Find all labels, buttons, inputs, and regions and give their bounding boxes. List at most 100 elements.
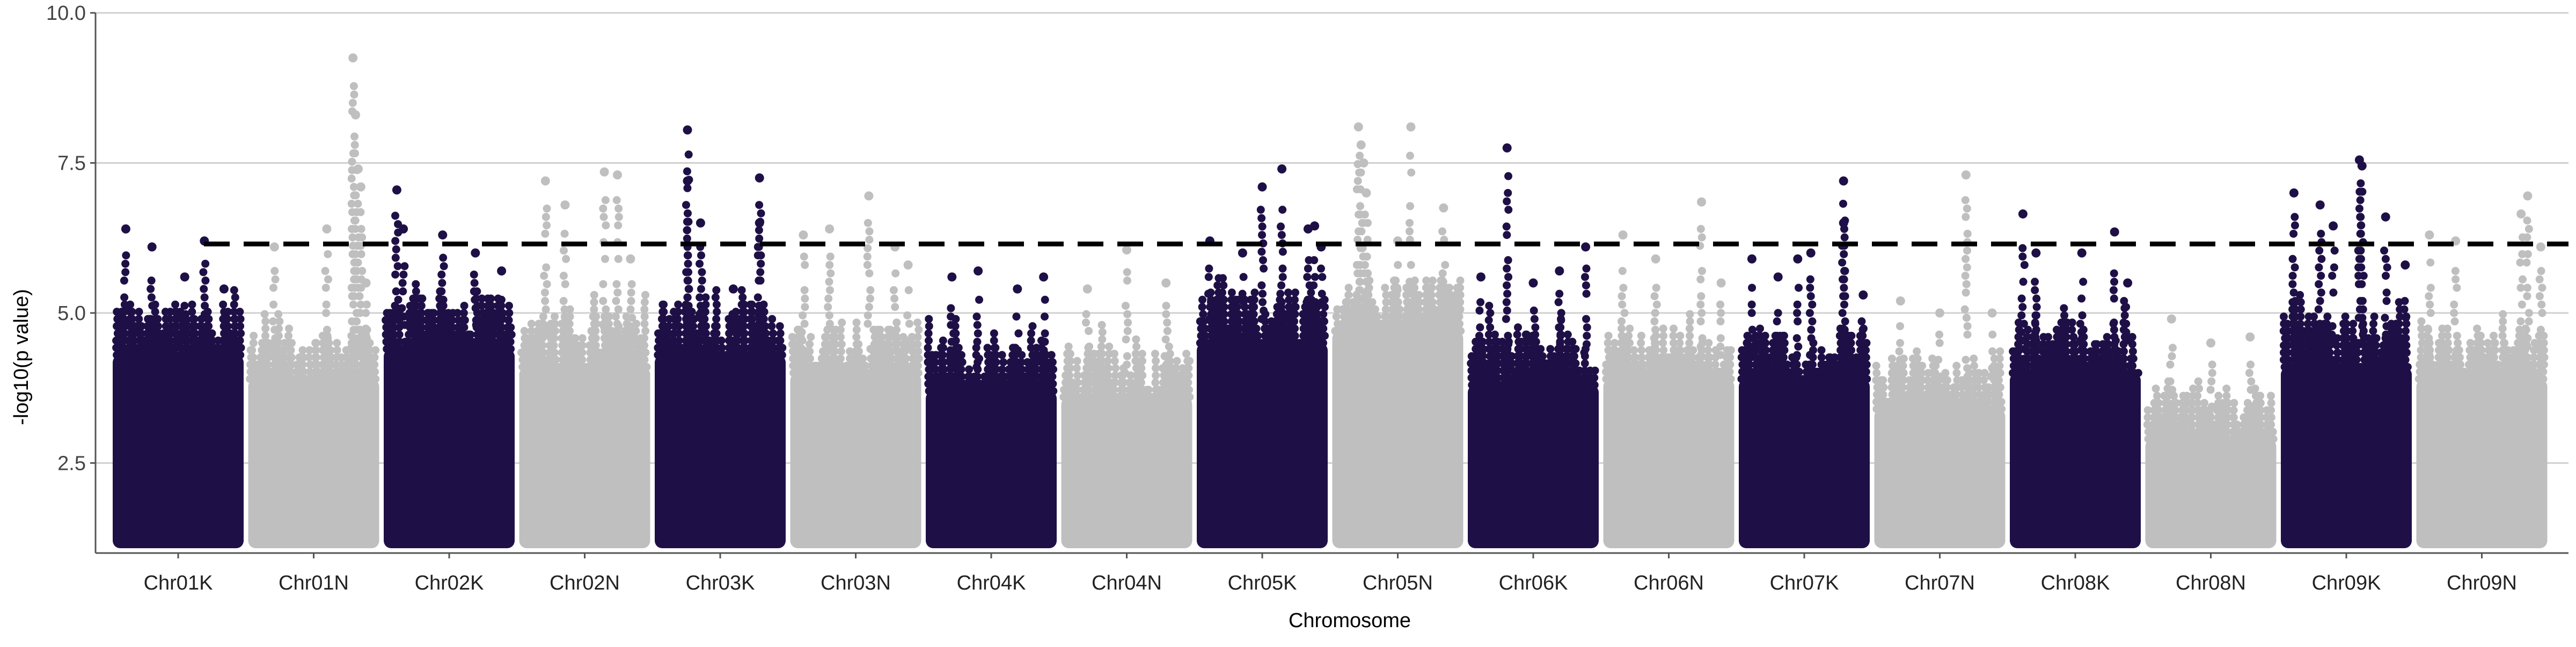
snp-point bbox=[853, 326, 861, 334]
snp-point bbox=[837, 354, 845, 362]
snp-point bbox=[2044, 333, 2052, 341]
chromosome-chr01n bbox=[246, 53, 379, 548]
snp-point bbox=[333, 346, 341, 354]
snp-point bbox=[1963, 364, 1971, 372]
snp-point bbox=[1152, 372, 1160, 380]
snp-point bbox=[1085, 327, 1093, 335]
snp-point bbox=[1618, 351, 1626, 359]
snp-point bbox=[854, 340, 862, 348]
snp-point bbox=[561, 314, 569, 322]
snp-point bbox=[626, 331, 634, 339]
snp-point bbox=[236, 337, 244, 345]
snp-point bbox=[1429, 277, 1437, 285]
snp-point bbox=[1952, 369, 1960, 377]
peak-point bbox=[755, 219, 764, 228]
snp-point bbox=[1317, 265, 1325, 273]
snp-point bbox=[298, 346, 306, 354]
snp-point bbox=[925, 315, 933, 323]
snp-point bbox=[807, 333, 815, 341]
snp-point bbox=[1686, 324, 1694, 332]
snp-point bbox=[1749, 351, 1757, 359]
snp-point bbox=[1478, 348, 1486, 357]
snp-point bbox=[1696, 301, 1704, 309]
snp-point bbox=[1065, 372, 1073, 380]
snp-point bbox=[1123, 268, 1131, 276]
point-mass bbox=[1739, 379, 1870, 548]
snp-point bbox=[1726, 368, 1734, 376]
snp-point bbox=[1840, 283, 1848, 292]
snp-point bbox=[965, 365, 973, 373]
peak-point bbox=[351, 111, 360, 120]
snp-point bbox=[590, 306, 598, 314]
snp-point bbox=[777, 329, 785, 337]
snp-point bbox=[1250, 317, 1258, 325]
snp-point bbox=[1995, 376, 2003, 384]
snp-point bbox=[1258, 298, 1267, 306]
snp-point bbox=[2110, 270, 2118, 278]
snp-point bbox=[1441, 261, 1449, 269]
snp-point bbox=[1152, 357, 1160, 365]
snp-point bbox=[755, 201, 763, 209]
snp-point bbox=[675, 329, 683, 337]
snp-point bbox=[2032, 295, 2040, 303]
snp-point bbox=[528, 320, 536, 328]
snp-point bbox=[778, 344, 786, 352]
peak-point bbox=[1039, 272, 1048, 281]
snp-point bbox=[1756, 324, 1764, 332]
snp-point bbox=[1082, 310, 1091, 318]
snp-point bbox=[2111, 345, 2119, 353]
snp-point bbox=[824, 303, 832, 311]
peak-point bbox=[696, 219, 705, 228]
snp-point bbox=[1839, 343, 1847, 351]
snp-point bbox=[641, 327, 649, 335]
snp-point bbox=[1309, 315, 1317, 323]
snp-point bbox=[974, 329, 982, 337]
snp-point bbox=[915, 354, 923, 362]
snp-point bbox=[1503, 307, 1511, 315]
snp-point bbox=[838, 318, 846, 326]
snp-point bbox=[1138, 372, 1146, 380]
snp-point bbox=[892, 318, 901, 326]
peak-point bbox=[1896, 296, 1905, 306]
snp-point bbox=[1111, 357, 1119, 365]
snp-point bbox=[876, 326, 884, 334]
snp-point bbox=[2134, 369, 2142, 377]
snp-point bbox=[121, 268, 129, 276]
snp-point bbox=[1279, 248, 1287, 256]
snp-point bbox=[1124, 318, 1132, 326]
chromosome-chr06n bbox=[1602, 198, 1735, 548]
snp-point bbox=[1807, 334, 1816, 342]
snp-point bbox=[2033, 303, 2041, 311]
snp-point bbox=[1027, 329, 1035, 337]
snp-point bbox=[1773, 351, 1781, 359]
snp-point bbox=[947, 363, 955, 371]
snp-point bbox=[1651, 309, 1659, 317]
snp-point bbox=[1839, 334, 1847, 342]
snp-point bbox=[1503, 197, 1511, 205]
snp-point bbox=[866, 286, 874, 294]
snp-point bbox=[957, 351, 965, 359]
snp-point bbox=[1098, 321, 1106, 329]
snp-point bbox=[683, 293, 691, 301]
snp-point bbox=[949, 329, 957, 337]
snp-point bbox=[602, 306, 610, 314]
peak-point bbox=[904, 260, 913, 270]
snp-point bbox=[323, 301, 331, 309]
snp-point bbox=[471, 279, 479, 287]
snp-point bbox=[1896, 322, 1904, 330]
snp-point bbox=[1185, 357, 1194, 365]
snp-point bbox=[180, 302, 188, 310]
snp-point bbox=[1257, 206, 1265, 214]
snp-point bbox=[1726, 353, 1734, 361]
snp-point bbox=[237, 329, 245, 337]
snp-point bbox=[904, 337, 912, 345]
snp-point bbox=[684, 327, 692, 335]
snp-point bbox=[460, 309, 468, 317]
snp-point bbox=[356, 326, 364, 334]
snp-point bbox=[1793, 309, 1801, 317]
snp-point bbox=[762, 329, 770, 337]
snp-point bbox=[1406, 202, 1414, 210]
snp-point bbox=[1621, 309, 1629, 317]
